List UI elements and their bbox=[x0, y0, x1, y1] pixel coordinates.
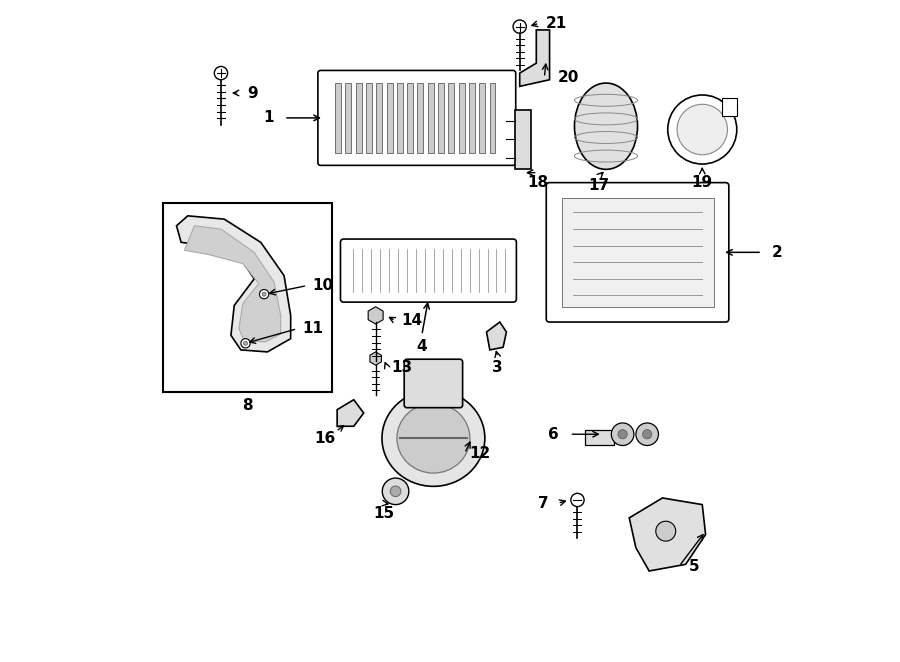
FancyBboxPatch shape bbox=[404, 359, 463, 408]
Ellipse shape bbox=[397, 403, 470, 473]
Bar bbox=[397, 83, 403, 153]
Bar bbox=[722, 98, 737, 117]
Text: 11: 11 bbox=[302, 321, 323, 336]
Text: 18: 18 bbox=[527, 175, 548, 190]
FancyBboxPatch shape bbox=[546, 183, 729, 322]
Circle shape bbox=[611, 423, 634, 446]
Circle shape bbox=[259, 289, 269, 299]
Circle shape bbox=[513, 20, 526, 33]
FancyBboxPatch shape bbox=[340, 239, 517, 302]
Polygon shape bbox=[487, 322, 507, 350]
Text: 13: 13 bbox=[392, 359, 413, 375]
Text: 12: 12 bbox=[469, 446, 491, 461]
Polygon shape bbox=[629, 498, 706, 571]
Bar bbox=[356, 83, 362, 153]
Bar bbox=[448, 83, 454, 153]
Bar bbox=[490, 83, 496, 153]
Text: 7: 7 bbox=[537, 496, 548, 511]
Text: 21: 21 bbox=[545, 16, 567, 31]
FancyBboxPatch shape bbox=[318, 70, 516, 166]
Circle shape bbox=[214, 66, 228, 79]
Circle shape bbox=[262, 292, 266, 296]
Text: 10: 10 bbox=[312, 278, 333, 293]
Bar bbox=[163, 203, 332, 392]
Bar bbox=[479, 83, 485, 153]
Circle shape bbox=[244, 342, 248, 346]
Text: 5: 5 bbox=[689, 559, 699, 574]
Text: 19: 19 bbox=[692, 175, 713, 190]
Polygon shape bbox=[338, 400, 364, 426]
Polygon shape bbox=[176, 216, 291, 352]
Circle shape bbox=[636, 423, 659, 446]
Bar bbox=[438, 83, 444, 153]
Bar bbox=[428, 83, 434, 153]
Bar bbox=[335, 83, 341, 153]
Circle shape bbox=[677, 105, 727, 155]
Polygon shape bbox=[519, 30, 550, 86]
Ellipse shape bbox=[382, 390, 485, 487]
Bar bbox=[387, 83, 392, 153]
Bar bbox=[515, 110, 531, 169]
Text: 9: 9 bbox=[248, 85, 258, 101]
Bar bbox=[407, 83, 413, 153]
Text: 8: 8 bbox=[242, 397, 253, 412]
Circle shape bbox=[241, 339, 250, 348]
Text: 6: 6 bbox=[547, 427, 558, 442]
Text: 20: 20 bbox=[557, 70, 579, 85]
Circle shape bbox=[643, 430, 652, 439]
Circle shape bbox=[571, 493, 584, 506]
Circle shape bbox=[382, 478, 409, 504]
Bar bbox=[366, 83, 372, 153]
Bar bbox=[562, 198, 714, 307]
Bar bbox=[469, 83, 475, 153]
Text: 2: 2 bbox=[772, 245, 783, 260]
Text: 3: 3 bbox=[492, 359, 503, 375]
Bar bbox=[376, 83, 382, 153]
Text: 14: 14 bbox=[400, 313, 422, 328]
Bar bbox=[346, 83, 351, 153]
Circle shape bbox=[618, 430, 627, 439]
Bar bbox=[418, 83, 423, 153]
Circle shape bbox=[656, 521, 676, 541]
Text: 4: 4 bbox=[417, 339, 428, 354]
Text: 16: 16 bbox=[315, 431, 336, 446]
Text: 15: 15 bbox=[374, 506, 394, 521]
Text: 1: 1 bbox=[264, 111, 274, 125]
Bar bbox=[459, 83, 464, 153]
Polygon shape bbox=[184, 226, 281, 342]
Text: 17: 17 bbox=[589, 179, 610, 193]
Ellipse shape bbox=[574, 83, 637, 169]
Bar bbox=[585, 430, 614, 445]
Circle shape bbox=[391, 486, 401, 496]
